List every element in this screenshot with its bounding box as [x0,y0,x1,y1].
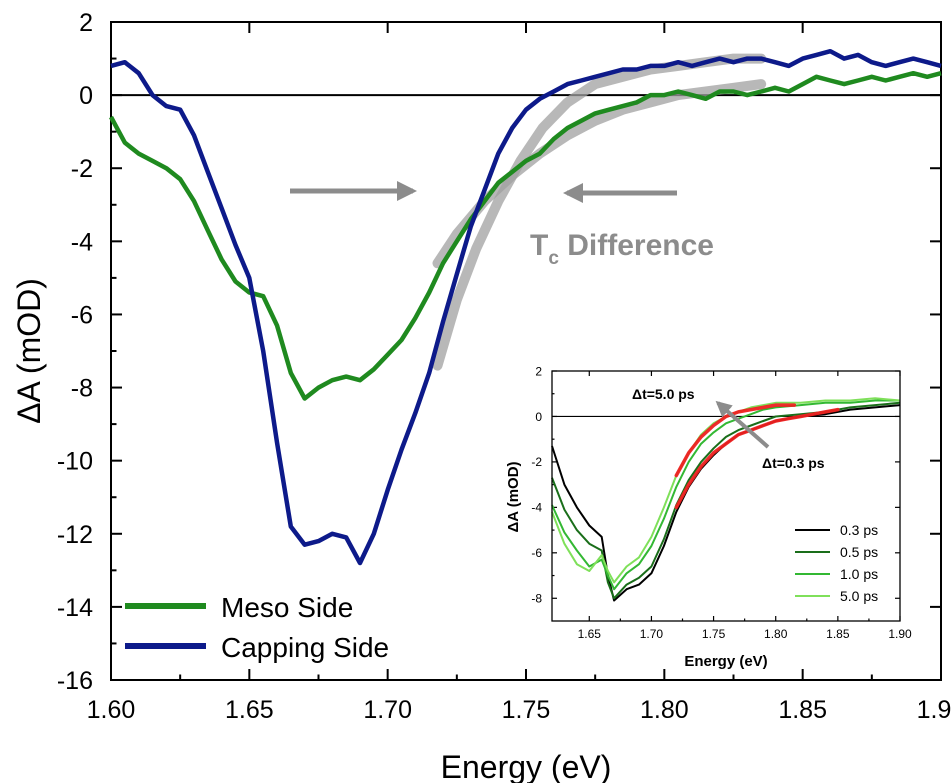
main-y-tick-label: -8 [71,375,93,403]
shift-arrows [290,181,677,203]
inset-legend-label-0-3-ps: 0.3 ps [840,522,878,538]
inset-legend-label-5-0-ps: 5.0 ps [840,588,878,604]
inset-legend-label-0-5-ps: 0.5 ps [840,544,878,560]
main-fit-curve-2 [432,53,767,371]
main-y-tick-label: -6 [71,301,93,329]
inset-plot: 1.65 1.70 1.75 1.80 1.85 1.90 2 0 -2 -4 -6 -8 Δt=5.… [505,364,912,670]
inset-x-tick-label: 1.80 [764,627,788,641]
inset-annotation-03ps: Δt=0.3 ps [762,455,825,471]
inset-x-tick-label: 1.75 [702,627,726,641]
main-y-tick-label: 0 [79,82,93,110]
main-series-meso-side [109,70,942,401]
main-x-tick-label: 1.70 [363,696,412,724]
inset-x-tick-label: 1.70 [640,627,664,641]
main-y-tick-label: -4 [71,228,93,256]
main-y-tick-label: -2 [71,155,93,183]
main-legend: Meso Side Capping Side [125,592,389,663]
inset-plot-frame [551,370,901,622]
main-series [109,48,942,566]
inset-annotation-5ps: Δt=5.0 ps [632,386,695,402]
main-plot: 1.60 1.65 1.70 1.75 1.80 1.85 1.90 2 0 -2 -4 -6 -8 -1… [11,9,951,783]
inset-y-axis-label: ΔA (mOD) [505,461,522,532]
inset-fit-curve-1 [674,403,797,478]
main-x-tick-label: 1.85 [778,696,827,724]
inset-series-0-5-ps [551,401,901,600]
main-series-capping-side [110,48,942,566]
inset-x-tick-label: 1.65 [578,627,602,641]
main-x-tick-label: 1.65 [225,696,274,724]
tc-rest: Difference [559,229,714,262]
main-y-axis-label: ΔA (mOD) [11,278,47,424]
inset-fit-curves [674,403,840,510]
main-y-tick-label: -12 [57,521,93,549]
legend-label-meso: Meso Side [221,592,353,623]
inset-y-tick-label: 0 [535,410,542,424]
tc-subscript: c [548,248,559,269]
main-axis-ticks: 1.60 1.65 1.70 1.75 1.80 1.85 1.90 2 0 -2 -4 -6 -8 -1… [57,9,951,724]
inset-y-tick-label: -6 [531,546,542,560]
main-x-tick-label: 1.80 [640,696,689,724]
tc-difference-label: Tc Difference [530,229,714,269]
inset-x-axis-label: Energy (eV) [684,653,767,670]
main-y-tick-label: -16 [57,667,93,695]
inset-y-tick-label: 2 [535,364,542,378]
inset-fit-curve-2 [674,407,840,510]
inset-legend: 0.3 ps 0.5 ps 1.0 ps 5.0 ps [795,522,878,604]
main-x-axis-label: Energy (eV) [441,749,612,783]
main-y-tick-label: -10 [57,448,93,476]
legend-label-capping: Capping Side [221,632,389,663]
inset-y-tick-label: -4 [531,501,542,515]
inset-x-tick-label: 1.90 [888,627,912,641]
main-y-tick-label: -14 [57,594,93,622]
tc-main: T [530,229,548,262]
inset-arrow [715,400,770,449]
main-x-tick-label: 1.75 [502,696,551,724]
main-x-tick-label: 1.90 [917,696,951,724]
main-y-tick-label: 2 [79,9,93,37]
inset-series-1-0-ps [551,399,900,591]
main-fit-curves [432,53,767,371]
inset-legend-label-1-0-ps: 1.0 ps [840,566,878,582]
inset-y-tick-label: -8 [531,592,542,606]
inset-x-tick-label: 1.85 [826,627,850,641]
inset-y-tick-label: -2 [531,455,542,469]
main-x-tick-label: 1.60 [87,696,136,724]
